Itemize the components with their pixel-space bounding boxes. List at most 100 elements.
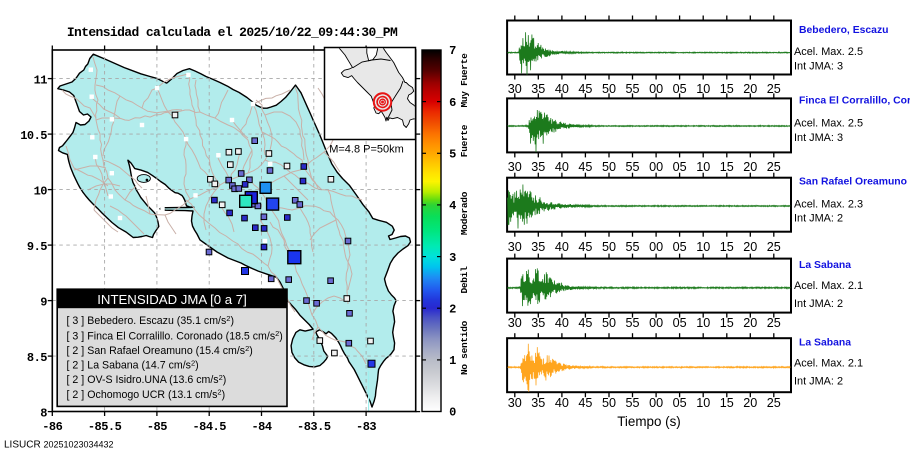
svg-text:00: 00 bbox=[649, 316, 663, 330]
svg-text:10: 10 bbox=[34, 185, 48, 199]
svg-text:15: 15 bbox=[720, 160, 734, 174]
svg-text:-84.5: -84.5 bbox=[192, 420, 226, 434]
svg-text:La Sabana (14.7 cm/s2): La Sabana (14.7 cm/s2) bbox=[87, 358, 198, 371]
svg-text:Moderado: Moderado bbox=[459, 191, 470, 235]
svg-text:Bebedero, Escazu: Bebedero, Escazu bbox=[799, 25, 889, 36]
svg-text:Debil: Debil bbox=[459, 266, 470, 294]
svg-text:45: 45 bbox=[578, 240, 592, 254]
svg-text:La Sabana: La Sabana bbox=[799, 338, 851, 349]
svg-text:20: 20 bbox=[743, 82, 757, 96]
svg-text:35: 35 bbox=[531, 240, 545, 254]
svg-text:[ 2 ]: [ 2 ] bbox=[67, 389, 85, 401]
svg-text:9: 9 bbox=[40, 296, 47, 310]
svg-text:8.5: 8.5 bbox=[27, 351, 47, 365]
svg-text:10: 10 bbox=[696, 316, 710, 330]
svg-text:40: 40 bbox=[555, 82, 569, 96]
svg-text:45: 45 bbox=[578, 396, 592, 410]
svg-text:[ 2 ]: [ 2 ] bbox=[67, 360, 85, 372]
svg-text:05: 05 bbox=[673, 240, 687, 254]
svg-text:M=4.8 P=50km: M=4.8 P=50km bbox=[329, 143, 404, 155]
svg-text:Acel. Max. 2.5: Acel. Max. 2.5 bbox=[794, 46, 863, 58]
svg-text:30: 30 bbox=[508, 316, 522, 330]
svg-text:2: 2 bbox=[449, 302, 456, 316]
svg-text:25: 25 bbox=[767, 316, 781, 330]
svg-text:55: 55 bbox=[625, 240, 639, 254]
svg-text:40: 40 bbox=[555, 396, 569, 410]
svg-text:20: 20 bbox=[743, 160, 757, 174]
svg-text:No sentido: No sentido bbox=[459, 320, 470, 375]
svg-text:55: 55 bbox=[625, 82, 639, 96]
svg-text:50: 50 bbox=[602, 396, 616, 410]
svg-text:15: 15 bbox=[720, 82, 734, 96]
svg-text:40: 40 bbox=[555, 160, 569, 174]
svg-text:05: 05 bbox=[673, 316, 687, 330]
svg-text:00: 00 bbox=[649, 160, 663, 174]
svg-text:00: 00 bbox=[649, 82, 663, 96]
svg-text:[ 2 ]: [ 2 ] bbox=[67, 345, 85, 357]
svg-text:10: 10 bbox=[696, 240, 710, 254]
svg-text:50: 50 bbox=[602, 240, 616, 254]
svg-text:[ 3 ]: [ 3 ] bbox=[67, 330, 85, 342]
svg-text:4: 4 bbox=[449, 199, 456, 213]
svg-text:[ 2 ]: [ 2 ] bbox=[67, 374, 85, 386]
svg-text:55: 55 bbox=[625, 396, 639, 410]
svg-text:00: 00 bbox=[649, 396, 663, 410]
svg-text:55: 55 bbox=[625, 316, 639, 330]
svg-text:Muy Fuerte: Muy Fuerte bbox=[459, 53, 470, 108]
svg-text:50: 50 bbox=[602, 82, 616, 96]
svg-text:Int JMA: 2: Int JMA: 2 bbox=[794, 213, 843, 225]
svg-text:20: 20 bbox=[743, 240, 757, 254]
svg-text:-84: -84 bbox=[251, 420, 271, 434]
svg-text:45: 45 bbox=[578, 316, 592, 330]
svg-text:INTENSIDAD JMA [0 a 7]: INTENSIDAD JMA [0 a 7] bbox=[97, 292, 247, 307]
svg-text:50: 50 bbox=[602, 160, 616, 174]
svg-text:Bebedero. Escazu (35.1 cm/s2): Bebedero. Escazu (35.1 cm/s2) bbox=[87, 314, 234, 327]
svg-text:20: 20 bbox=[743, 396, 757, 410]
svg-text:3: 3 bbox=[449, 251, 456, 265]
svg-text:30: 30 bbox=[508, 240, 522, 254]
svg-text:25: 25 bbox=[767, 82, 781, 96]
svg-text:Fuerte: Fuerte bbox=[459, 124, 470, 157]
svg-text:05: 05 bbox=[673, 396, 687, 410]
svg-text:Finca El Corralillo. Coronado: Finca El Corralillo. Coronado (18.5 cm/s… bbox=[87, 329, 283, 342]
svg-text:35: 35 bbox=[531, 316, 545, 330]
svg-text:45: 45 bbox=[578, 82, 592, 96]
svg-text:40: 40 bbox=[555, 316, 569, 330]
svg-text:Int JMA: 2: Int JMA: 2 bbox=[794, 376, 843, 388]
svg-text:Acel. Max. 2.1: Acel. Max. 2.1 bbox=[794, 358, 863, 370]
svg-text:7: 7 bbox=[449, 44, 456, 58]
svg-text:50: 50 bbox=[602, 316, 616, 330]
svg-text:35: 35 bbox=[531, 396, 545, 410]
svg-text:-83: -83 bbox=[356, 420, 376, 434]
svg-text:Acel. Max. 2.1: Acel. Max. 2.1 bbox=[794, 280, 863, 292]
svg-text:11: 11 bbox=[34, 74, 48, 88]
svg-text:La Sabana: La Sabana bbox=[799, 260, 851, 271]
svg-text:-86: -86 bbox=[42, 420, 62, 434]
svg-text:35: 35 bbox=[531, 82, 545, 96]
svg-text:45: 45 bbox=[578, 160, 592, 174]
svg-text:Intensidad calculada el 2025/1: Intensidad calculada el 2025/10/22_09:44… bbox=[67, 25, 398, 40]
svg-text:05: 05 bbox=[673, 82, 687, 96]
svg-text:Acel. Max. 2.3: Acel. Max. 2.3 bbox=[794, 198, 863, 210]
svg-text:Ochomogo UCR (13.1 cm/s2): Ochomogo UCR (13.1 cm/s2) bbox=[87, 388, 225, 401]
svg-text:-85.5: -85.5 bbox=[88, 420, 122, 434]
svg-text:35: 35 bbox=[531, 160, 545, 174]
svg-text:20: 20 bbox=[743, 316, 757, 330]
svg-text:OV-S Isidro.UNA (13.6 cm/s2): OV-S Isidro.UNA (13.6 cm/s2) bbox=[87, 373, 226, 386]
svg-text:10: 10 bbox=[696, 82, 710, 96]
svg-text:5: 5 bbox=[449, 148, 456, 162]
svg-text:Tiempo (s): Tiempo (s) bbox=[617, 414, 681, 429]
svg-text:[ 3 ]: [ 3 ] bbox=[67, 315, 85, 327]
svg-text:25: 25 bbox=[767, 160, 781, 174]
svg-text:9.5: 9.5 bbox=[27, 240, 47, 254]
svg-text:-83.5: -83.5 bbox=[297, 420, 331, 434]
svg-text:San Rafael Oreamuno: San Rafael Oreamuno bbox=[799, 176, 907, 187]
svg-text:10: 10 bbox=[696, 160, 710, 174]
svg-text:25: 25 bbox=[767, 240, 781, 254]
svg-text:Acel. Max. 2.5: Acel. Max. 2.5 bbox=[794, 118, 863, 130]
svg-text:05: 05 bbox=[673, 160, 687, 174]
svg-text:30: 30 bbox=[508, 160, 522, 174]
svg-text:10: 10 bbox=[696, 396, 710, 410]
svg-text:LISUCR 20251023034432: LISUCR 20251023034432 bbox=[4, 440, 114, 451]
svg-text:San Rafael Oreamuno (15.4 cm/s: San Rafael Oreamuno (15.4 cm/s2) bbox=[87, 344, 253, 357]
